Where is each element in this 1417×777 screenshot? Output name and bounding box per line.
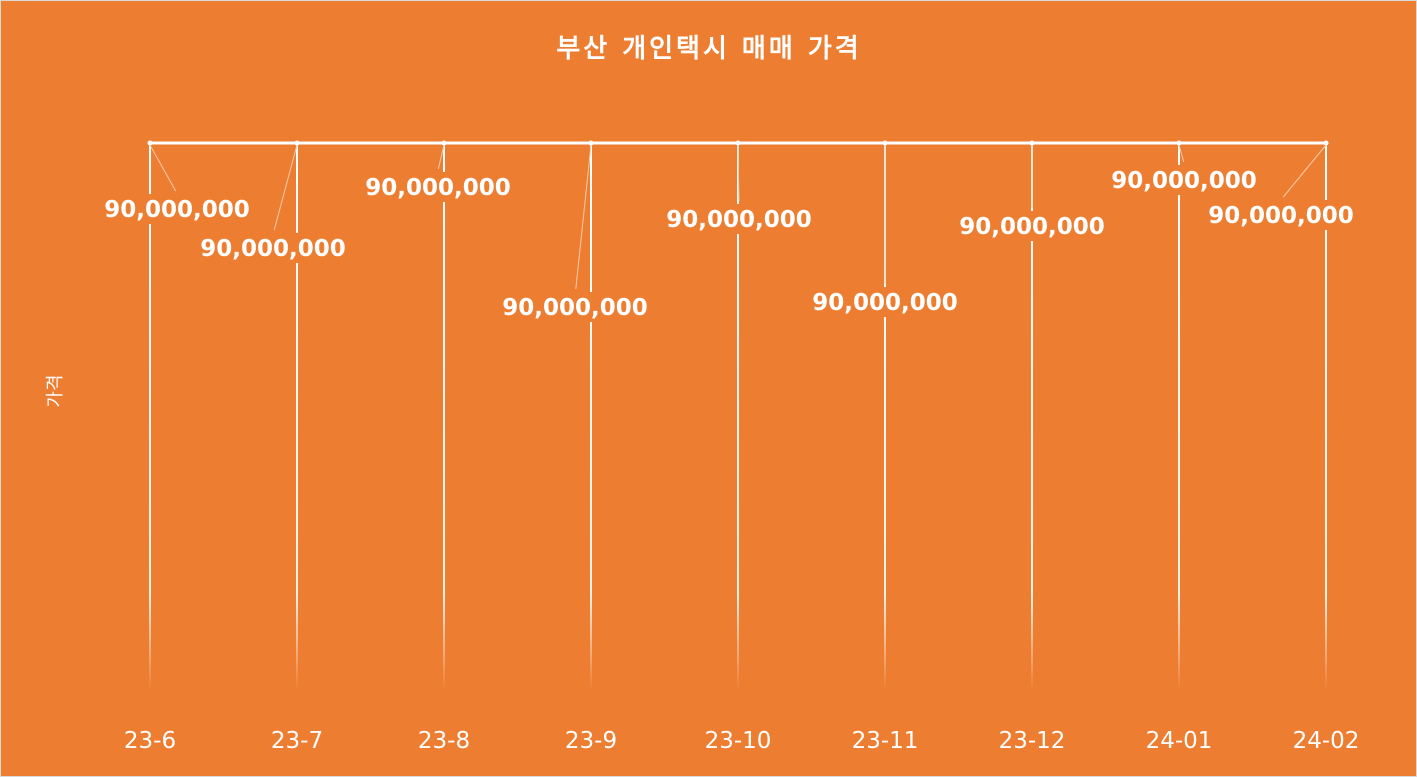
leader-line bbox=[437, 144, 445, 170]
data-label-bg bbox=[1213, 200, 1349, 230]
data-point bbox=[441, 140, 447, 146]
drop-line bbox=[1031, 143, 1033, 691]
leader-line bbox=[1282, 144, 1327, 198]
data-point bbox=[882, 140, 888, 146]
x-tick-label: 23-8 bbox=[418, 728, 470, 754]
data-label: 90,000,000 bbox=[1111, 168, 1257, 194]
data-label-bg bbox=[671, 204, 807, 234]
chart-marks: 90,000,000 23-6 90,000,000 23-7 90,000,000 23… bbox=[104, 140, 1360, 754]
x-tick-label: 24-02 bbox=[1293, 728, 1360, 754]
x-tick-label: 24-01 bbox=[1146, 728, 1213, 754]
chart-title: 부산 개인택시 매매 가격 bbox=[556, 34, 861, 64]
y-axis-label: 가격 bbox=[45, 374, 66, 407]
data-label-bg bbox=[370, 172, 506, 202]
data-label-bg bbox=[507, 292, 643, 322]
data-point bbox=[147, 140, 153, 146]
drop-line bbox=[443, 143, 445, 691]
data-point bbox=[1029, 140, 1035, 146]
drop-line bbox=[1325, 143, 1327, 691]
data-label-bg bbox=[817, 287, 953, 317]
data-label: 90,000,000 bbox=[200, 236, 346, 262]
data-label: 90,000,000 bbox=[666, 207, 812, 233]
x-tick-label: 23-12 bbox=[999, 728, 1066, 754]
data-label-bg bbox=[109, 194, 245, 224]
data-point bbox=[735, 140, 741, 146]
x-tick-label: 23-9 bbox=[565, 728, 617, 754]
x-tick-label: 23-10 bbox=[705, 728, 772, 754]
drop-line bbox=[296, 143, 298, 691]
leader-line bbox=[1178, 144, 1185, 163]
drop-line bbox=[1178, 143, 1180, 691]
data-label-bg bbox=[1116, 165, 1252, 195]
leader-line bbox=[273, 144, 298, 231]
data-point bbox=[588, 140, 594, 146]
data-point bbox=[1323, 140, 1329, 146]
data-label: 90,000,000 bbox=[959, 214, 1105, 240]
data-point bbox=[294, 140, 300, 146]
leader-line bbox=[575, 144, 592, 290]
data-label: 90,000,000 bbox=[812, 290, 958, 316]
x-tick-label: 23-7 bbox=[271, 728, 323, 754]
drop-line bbox=[737, 143, 739, 691]
data-label-bg bbox=[964, 211, 1100, 241]
data-point bbox=[1176, 140, 1182, 146]
leader-line bbox=[149, 144, 177, 192]
data-label: 90,000,000 bbox=[104, 197, 250, 223]
drop-line bbox=[590, 143, 592, 691]
data-label-bg bbox=[205, 233, 341, 263]
data-label: 90,000,000 bbox=[365, 175, 511, 201]
drop-line bbox=[149, 143, 151, 691]
x-tick-label: 23-6 bbox=[124, 728, 176, 754]
data-label: 90,000,000 bbox=[502, 295, 648, 321]
drop-line bbox=[884, 143, 886, 691]
data-label: 90,000,000 bbox=[1208, 203, 1354, 229]
leader-line bbox=[737, 144, 740, 202]
x-tick-label: 23-11 bbox=[852, 728, 919, 754]
